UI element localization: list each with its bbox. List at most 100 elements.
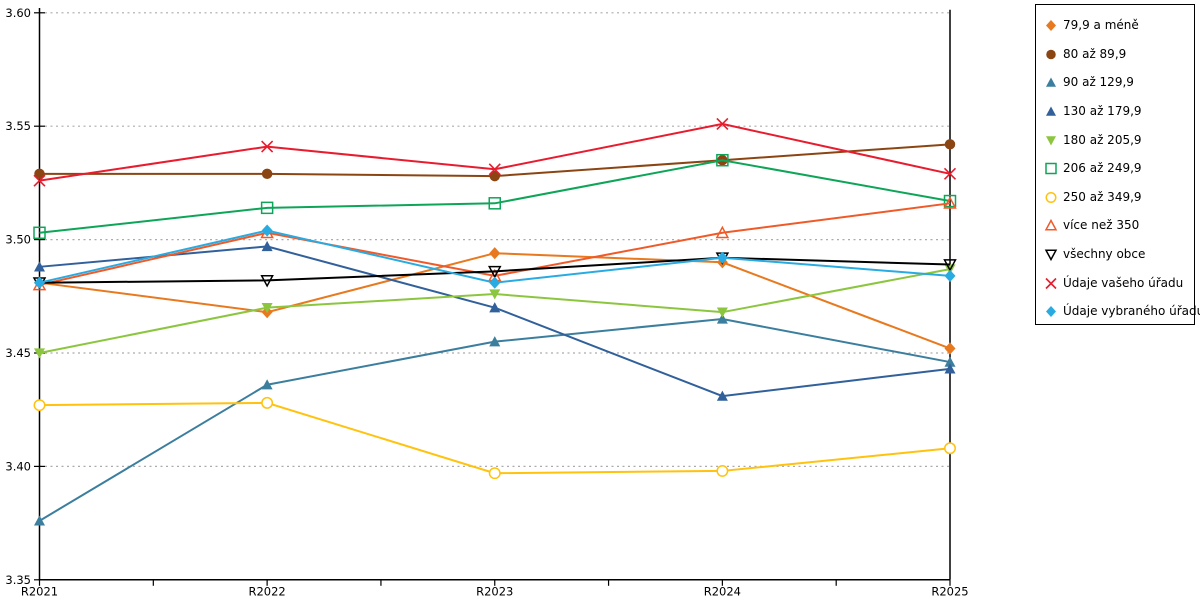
legend-label: Údaje vybraného úřadu	[1063, 304, 1200, 319]
marker-circle	[944, 442, 956, 455]
circle-legend-icon	[1045, 191, 1057, 203]
marker-square	[260, 201, 274, 215]
y-tick-label: 3.55	[5, 119, 31, 133]
marker-square	[33, 226, 46, 240]
marker-diamond	[261, 224, 273, 237]
legend-item: 80 až 89,9	[1043, 40, 1194, 69]
marker-diamond	[944, 269, 956, 282]
marker-triangle-down	[489, 289, 501, 300]
marker-triangle-up	[489, 302, 501, 313]
legend-item: více než 350	[1043, 211, 1194, 240]
legend-label: více než 350	[1063, 218, 1140, 233]
marker-triangle-up	[716, 390, 728, 401]
marker-triangle-up	[261, 240, 273, 252]
marker-triangle-down	[1046, 135, 1056, 146]
marker-triangle-down	[261, 302, 273, 314]
legend-item: 79,9 a méně	[1043, 11, 1194, 40]
x-tick-label: R2024	[704, 584, 741, 598]
x-legend-icon	[1045, 277, 1057, 289]
marker-circle	[33, 399, 46, 412]
marker-triangle-down	[260, 274, 274, 288]
triangle-up-legend-icon	[1044, 219, 1058, 231]
marker-triangle-up	[1046, 106, 1056, 116]
marker-diamond	[1046, 20, 1056, 32]
marker-circle	[489, 170, 500, 182]
diamond-legend-icon	[1046, 306, 1056, 318]
marker-x	[716, 117, 729, 130]
marker-x	[1045, 277, 1057, 289]
marker-triangle-up	[716, 313, 728, 324]
marker-diamond	[34, 276, 45, 289]
marker-x	[488, 163, 501, 176]
marker-circle	[34, 168, 45, 180]
marker-x	[33, 174, 46, 187]
marker-triangle-down	[487, 265, 502, 279]
y-tick-label: 3.60	[5, 6, 31, 20]
chart-legend: 79,9 a méně 80 až 89,9 90 až 129,9 130 až 1…	[1035, 4, 1200, 326]
legend-item: 180 až 205,9	[1043, 125, 1194, 154]
x-tick-label: R2021	[21, 584, 58, 598]
marker-square	[488, 197, 501, 210]
marker-triangle-up	[715, 225, 730, 239]
marker-diamond	[716, 251, 728, 264]
marker-circle	[716, 464, 729, 477]
triangle-up-legend-icon	[1046, 106, 1056, 116]
marker-triangle-up	[34, 515, 45, 526]
marker-diamond	[489, 247, 501, 260]
triangle-down-legend-icon	[1044, 249, 1058, 262]
marker-square	[1045, 163, 1057, 175]
series-line	[38, 317, 951, 522]
legend-item: všechny obce	[1043, 240, 1194, 269]
series-line	[39, 252, 951, 350]
legend-label: 250 až 349,9	[1063, 189, 1142, 204]
legend-label: všechny obce	[1063, 247, 1146, 262]
series-line	[39, 159, 951, 234]
marker-triangle-down	[1044, 249, 1058, 262]
chart-plot-area: 3.35 3.40 3.45 3.50 3.55 3.60 R2021 R2022 R2023 R…	[5, 6, 968, 598]
marker-triangle-down	[943, 259, 957, 272]
legend-label: 206 až 249,9	[1063, 161, 1142, 176]
triangle-up-legend-icon	[1046, 77, 1056, 88]
legend-label: 180 až 205,9	[1063, 132, 1142, 147]
marker-triangle-up	[489, 336, 501, 347]
marker-square	[943, 194, 957, 208]
legend-item: Údaje vašeho úřadu	[1043, 268, 1194, 297]
x-tick-label: R2025	[931, 584, 968, 598]
legend-label: 79,9 a méně	[1063, 18, 1139, 33]
marker-circle	[261, 168, 273, 180]
circle-legend-icon	[1046, 49, 1056, 60]
y-tick-label: 3.35	[5, 573, 31, 587]
legend-label: 130 až 179,9	[1063, 104, 1142, 119]
legend-item: Údaje vybraného úřadu	[1043, 297, 1200, 326]
marker-circle	[1046, 49, 1056, 60]
y-tick-label: 3.50	[5, 233, 31, 247]
marker-triangle-up	[34, 261, 45, 272]
x-tick-label: R2023	[476, 584, 513, 598]
triangle-down-legend-icon	[1046, 135, 1056, 146]
diamond-legend-icon	[1046, 20, 1056, 32]
x-tick-label: R2022	[248, 584, 285, 598]
marker-triangle-down	[716, 307, 728, 318]
legend-label: 80 až 89,9	[1063, 46, 1127, 61]
marker-circle	[261, 396, 274, 409]
marker-square	[716, 153, 729, 167]
legend-label: 90 až 129,9	[1063, 75, 1134, 90]
marker-triangle-up	[944, 356, 956, 367]
marker-circle	[488, 467, 501, 480]
marker-x	[943, 167, 957, 180]
marker-diamond	[489, 276, 501, 289]
marker-triangle-up	[261, 379, 273, 390]
legend-item: 90 až 129,9	[1043, 68, 1194, 97]
marker-x	[261, 140, 274, 153]
marker-triangle-up	[1044, 219, 1058, 231]
marker-diamond	[944, 342, 956, 355]
marker-triangle-up	[1046, 77, 1056, 88]
marker-triangle-up	[944, 363, 956, 374]
legend-label: Údaje vašeho úřadu	[1063, 275, 1184, 290]
marker-circle	[944, 139, 956, 150]
y-tick-label: 3.40	[5, 459, 31, 473]
series-line	[39, 256, 951, 284]
marker-diamond	[1046, 306, 1056, 318]
marker-triangle-down	[34, 348, 45, 359]
